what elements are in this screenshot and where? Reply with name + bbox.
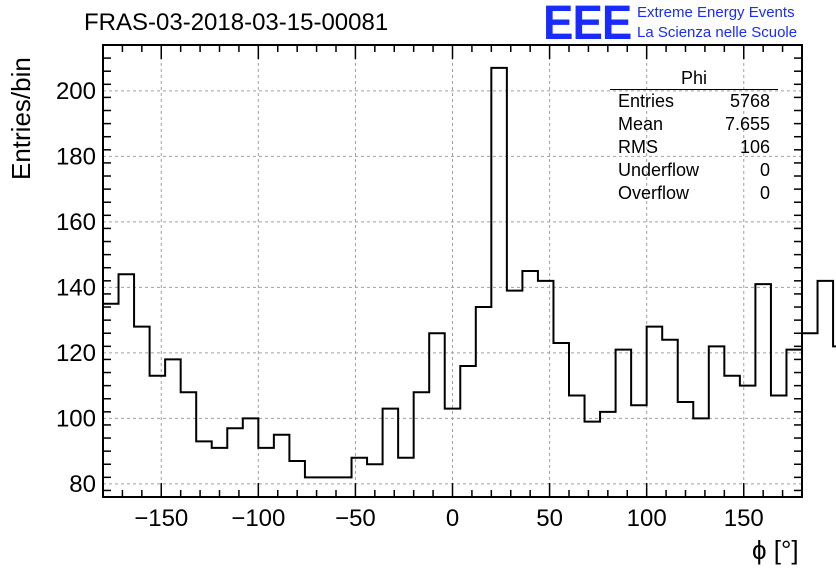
histogram-bin [818,281,834,497]
stats-row-underflow: Underflow 0 [610,159,778,182]
y-tick-label: 140 [56,274,96,301]
histogram-bin [678,402,694,497]
y-axis-label: Entries/bin [6,57,36,180]
histogram-bin [569,395,585,497]
histogram-bin [336,477,352,497]
histogram-bin [616,350,632,497]
histogram-bin [212,448,228,497]
histogram-bin [165,359,181,497]
histogram-bin [476,307,492,497]
histogram-bin [709,346,725,497]
x-tick-label: 50 [536,505,563,532]
histogram-bin [320,477,336,497]
x-tick-label: −100 [231,505,285,532]
stats-label: Entries [618,91,675,111]
stats-value: 106 [739,137,770,157]
histogram-bin [119,274,135,497]
histogram-bin [771,395,787,497]
histogram-bin [243,418,259,497]
histogram-bin [740,386,756,497]
histogram-bin [631,405,647,497]
histogram-bin [647,327,663,497]
eee-logo: EEE [543,0,632,50]
y-tick-label: 200 [56,78,96,105]
histogram-bin [414,392,430,497]
histogram-bin [429,333,445,497]
histogram-bin [693,418,709,497]
histogram-bin [802,333,818,497]
y-tick-label: 80 [69,471,96,498]
stats-value: 0 [759,183,770,203]
stats-row-overflow: Overflow 0 [610,182,778,205]
histogram-bin [352,458,368,497]
histogram-bin [460,366,476,497]
stats-row-mean: Mean 7.655 [610,113,778,136]
x-tick-label: −50 [335,505,376,532]
histogram-line [103,66,836,479]
y-tick-label: 120 [56,340,96,367]
stats-label: Mean [618,114,664,134]
histogram-bin [258,448,274,497]
histogram-bin [383,409,399,497]
y-tick-label: 160 [56,209,96,236]
histogram-bin [398,458,414,497]
histogram-bin [507,291,523,497]
histogram-bin [196,441,212,497]
x-tick-label: −150 [134,505,188,532]
logo-line-1: Extreme Energy Events [637,4,795,21]
x-tick-label: 150 [724,505,764,532]
histogram-bin [150,376,166,497]
logo-line-2: La Scienza nelle Scuole [637,24,798,41]
x-axis-label: ϕ [°] [752,535,799,565]
histogram-bin [538,281,554,497]
histogram-bin [786,350,802,497]
histogram-bin [134,327,150,497]
stats-value: 0 [759,160,770,180]
chart-title: FRAS-03-2018-03-15-00081 [84,9,389,36]
histogram-bin [553,343,569,497]
histogram-bin [181,392,197,497]
stats-value: 5768 [729,91,770,111]
stats-label: Underflow [618,160,700,180]
histogram-bin [491,68,507,497]
histogram-bin [227,428,243,497]
y-tick-label: 180 [56,143,96,170]
y-tick-label: 100 [56,405,96,432]
histogram-bin [724,376,740,497]
stats-label: RMS [618,137,658,157]
stats-title: Phi [610,68,778,90]
x-tick-label: 100 [627,505,667,532]
x-tick-label: 0 [446,505,459,532]
stats-box: Phi Entries 5768 Mean 7.655 RMS 106 Unde… [610,68,778,205]
stats-row-rms: RMS 106 [610,136,778,159]
stats-row-entries: Entries 5768 [610,90,778,113]
histogram-bin [305,477,321,497]
histogram-bin [522,271,538,497]
stats-label: Overflow [618,183,690,203]
stats-value: 7.655 [724,114,770,134]
histogram-bin [755,284,771,497]
histogram-bin [585,422,601,497]
histogram-bin [274,435,290,497]
